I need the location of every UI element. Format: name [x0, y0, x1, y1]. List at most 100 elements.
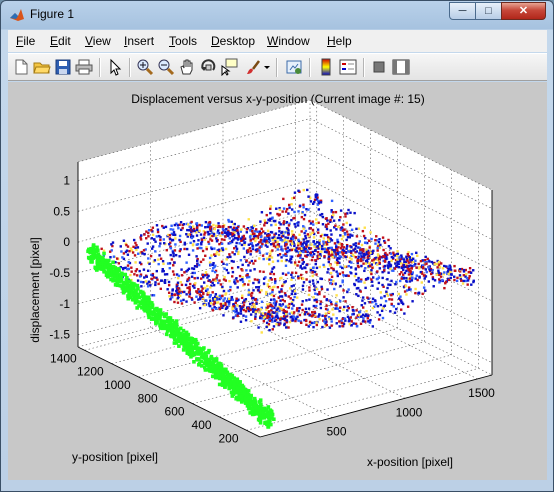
new-figure-icon[interactable] [12, 58, 30, 76]
surface-point [276, 259, 280, 263]
open-file-icon[interactable] [33, 58, 51, 76]
surface-point [244, 310, 248, 313]
show-plot-tools-icon[interactable] [392, 58, 410, 76]
menu-file[interactable]: File [16, 34, 36, 48]
colorbar-icon[interactable] [317, 58, 335, 76]
surface-point [384, 299, 388, 303]
green-point [232, 387, 236, 392]
data-cursor-icon[interactable] [220, 58, 238, 76]
hide-plot-tools-icon[interactable] [370, 58, 388, 76]
surface-point [168, 234, 172, 237]
surface-point [448, 264, 452, 267]
surface-point [292, 276, 295, 279]
brush-icon[interactable] [244, 58, 262, 76]
surface-point [310, 311, 314, 314]
surface-point [224, 307, 228, 311]
surface-point [403, 290, 407, 293]
surface-point [292, 315, 295, 318]
surface-point [235, 299, 238, 303]
surface-point [134, 261, 137, 264]
surface-point [281, 239, 284, 242]
green-point [265, 422, 270, 427]
menu-edit[interactable]: Edit [50, 34, 71, 48]
surface-point [312, 223, 315, 226]
surface-point [349, 316, 352, 319]
surface-point [165, 273, 169, 276]
surface-point [333, 226, 336, 229]
surface-point [206, 284, 209, 288]
surface-point [188, 282, 192, 286]
surface-point [266, 229, 270, 233]
surface-point [284, 210, 288, 213]
surface-point [192, 240, 196, 243]
surface-point [305, 240, 309, 243]
close-button[interactable]: ✕ [501, 2, 546, 20]
green-point [252, 396, 257, 401]
green-point [156, 315, 160, 320]
surface-point [187, 228, 191, 232]
surface-point [347, 288, 350, 291]
z-tick-label: -1 [59, 297, 70, 311]
menu-view[interactable]: View [85, 34, 111, 48]
surface-point [218, 294, 222, 298]
surface-point [221, 306, 224, 309]
surface-point [352, 312, 355, 316]
surface-point [207, 242, 211, 245]
surface-point [235, 249, 238, 253]
pan-icon[interactable] [178, 58, 196, 76]
print-icon[interactable] [75, 58, 93, 76]
surface-point [376, 305, 380, 308]
surface-point [329, 301, 333, 304]
surface-point [323, 233, 327, 237]
green-point [128, 286, 132, 290]
surface-point [209, 286, 212, 289]
rotate-3d-icon[interactable] [199, 58, 217, 76]
surface-point [218, 307, 222, 311]
surface-point [313, 270, 316, 274]
surface-point [343, 233, 347, 236]
surface-point [311, 279, 315, 282]
menu-desktop[interactable]: Desktop [211, 34, 256, 48]
surface-point [301, 242, 304, 246]
surface-point [360, 315, 363, 318]
green-point [188, 348, 193, 353]
plot-area[interactable]: 50010001500200400600800100012001400-1.5-… [8, 82, 547, 480]
maximize-button[interactable]: □ [475, 2, 502, 20]
title-bar[interactable]: Figure 1 ─ □ ✕ [1, 1, 553, 29]
surface-point [239, 320, 243, 323]
surface-point [307, 246, 311, 250]
surface-point [264, 236, 267, 240]
zoom-in-icon[interactable] [136, 58, 154, 76]
menu-insert[interactable]: Insert [124, 34, 155, 48]
surface-point [198, 297, 202, 301]
green-point [161, 323, 166, 327]
link-plot-icon[interactable] [285, 58, 303, 76]
figure-canvas[interactable]: 500 1000 1500 200 400 600 800 1000 1200 1400 -1.5-… [8, 82, 547, 480]
brush-dropdown-icon[interactable] [263, 58, 271, 76]
legend-icon[interactable] [339, 58, 357, 76]
minimize-button[interactable]: ─ [449, 2, 476, 20]
surface-point [379, 291, 382, 294]
surface-point [345, 230, 349, 233]
save-icon[interactable] [54, 58, 72, 76]
surface-point [390, 269, 394, 272]
menu-help[interactable]: Help [327, 34, 352, 48]
surface-point [276, 245, 279, 249]
surface-point [226, 232, 230, 235]
surface-point [335, 304, 338, 307]
zoom-out-icon[interactable] [157, 58, 175, 76]
menu-window[interactable]: Window [267, 34, 310, 48]
surface-point [225, 258, 228, 261]
surface-point [227, 229, 230, 233]
edit-plot-icon[interactable] [106, 58, 124, 76]
surface-point [316, 228, 320, 231]
surface-point [281, 210, 284, 213]
surface-point [291, 298, 295, 302]
surface-point [255, 301, 258, 304]
menu-tools[interactable]: Tools [169, 34, 198, 48]
green-point [135, 295, 139, 300]
surface-point [368, 321, 372, 324]
surface-point [142, 249, 146, 252]
surface-point [226, 234, 230, 238]
surface-point [134, 269, 137, 273]
